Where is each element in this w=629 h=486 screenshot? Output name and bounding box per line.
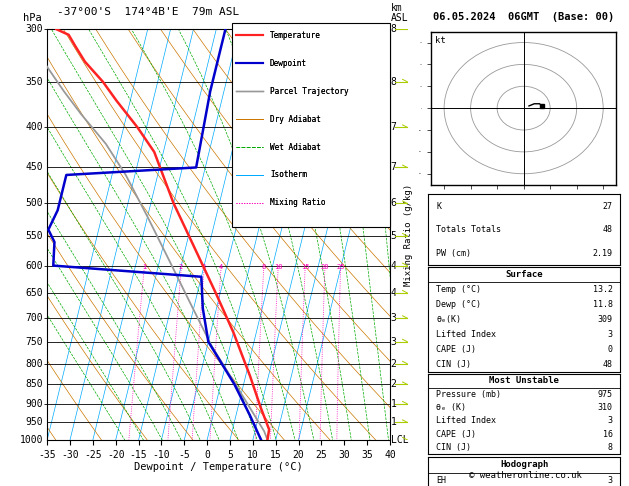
Text: 8: 8 (391, 24, 396, 34)
Text: 975: 975 (598, 390, 613, 399)
Text: Dewp (°C): Dewp (°C) (436, 300, 481, 309)
Text: LCL: LCL (391, 435, 408, 445)
Text: 8: 8 (262, 264, 266, 270)
Text: © weatheronline.co.uk: © weatheronline.co.uk (469, 471, 582, 480)
Text: Totals Totals: Totals Totals (436, 225, 501, 234)
Text: 900: 900 (25, 399, 43, 409)
Text: 13.2: 13.2 (593, 285, 613, 294)
Text: 2: 2 (179, 264, 183, 270)
Text: 5: 5 (391, 231, 396, 241)
Text: 15: 15 (301, 264, 309, 270)
Text: Parcel Trajectory: Parcel Trajectory (270, 87, 348, 96)
Text: 2: 2 (391, 359, 396, 369)
Text: 1000: 1000 (19, 435, 43, 445)
Text: Dewpoint: Dewpoint (270, 59, 307, 68)
Text: PW (cm): PW (cm) (436, 249, 471, 258)
Text: 10: 10 (274, 264, 282, 270)
Text: 11.8: 11.8 (593, 300, 613, 309)
FancyBboxPatch shape (232, 23, 390, 226)
Text: hPa: hPa (23, 13, 42, 23)
Text: Wet Adiabat: Wet Adiabat (270, 142, 321, 152)
Text: CIN (J): CIN (J) (436, 360, 471, 369)
Text: 27: 27 (603, 202, 613, 210)
Text: 20: 20 (321, 264, 329, 270)
Text: 8: 8 (391, 77, 396, 87)
Text: 550: 550 (25, 231, 43, 241)
Text: 3: 3 (391, 313, 396, 323)
Text: Temperature: Temperature (270, 31, 321, 40)
Text: 3: 3 (608, 417, 613, 426)
Text: 2.19: 2.19 (593, 249, 613, 258)
Text: 6: 6 (391, 198, 396, 208)
Text: 48: 48 (603, 360, 613, 369)
Text: Temperature: Temperature (270, 31, 321, 40)
Text: 300: 300 (25, 24, 43, 34)
Text: 3: 3 (202, 264, 206, 270)
Text: Hodograph: Hodograph (500, 460, 548, 469)
Text: 4: 4 (219, 264, 223, 270)
Text: 310: 310 (598, 403, 613, 412)
Text: kt: kt (435, 36, 445, 45)
Text: 4: 4 (391, 288, 396, 298)
Text: 500: 500 (25, 198, 43, 208)
Text: Lifted Index: Lifted Index (436, 417, 496, 426)
Text: 7: 7 (391, 162, 396, 173)
Text: CAPE (J): CAPE (J) (436, 345, 476, 354)
Text: Parcel Trajectory: Parcel Trajectory (270, 87, 348, 96)
Text: 950: 950 (25, 417, 43, 427)
Text: 650: 650 (25, 288, 43, 298)
Text: 700: 700 (25, 313, 43, 323)
Text: 7: 7 (391, 122, 396, 132)
Text: Isotherm: Isotherm (270, 171, 307, 179)
Text: 800: 800 (25, 359, 43, 369)
Text: 3: 3 (608, 476, 613, 486)
Text: Mixing Ratio (g/kg): Mixing Ratio (g/kg) (404, 183, 413, 286)
Text: Wet Adiabat: Wet Adiabat (270, 142, 321, 152)
Text: K: K (436, 202, 441, 210)
Text: 750: 750 (25, 337, 43, 347)
Text: 8: 8 (608, 443, 613, 452)
Text: 1: 1 (391, 399, 396, 409)
Text: 309: 309 (598, 315, 613, 324)
Text: Dewpoint: Dewpoint (270, 59, 307, 68)
Text: θₑ(K): θₑ(K) (436, 315, 461, 324)
Text: 0: 0 (608, 345, 613, 354)
Text: -37°00'S  174°4B'E  79m ASL: -37°00'S 174°4B'E 79m ASL (57, 7, 239, 17)
Text: CIN (J): CIN (J) (436, 443, 471, 452)
Text: Surface: Surface (506, 270, 543, 279)
Text: 400: 400 (25, 122, 43, 132)
Text: 600: 600 (25, 260, 43, 271)
Text: 350: 350 (25, 77, 43, 87)
Text: Mixing Ratio: Mixing Ratio (270, 198, 325, 208)
Text: 3: 3 (608, 330, 613, 339)
Text: 1: 1 (142, 264, 146, 270)
Text: Mixing Ratio: Mixing Ratio (270, 198, 325, 208)
Text: θₑ (K): θₑ (K) (436, 403, 466, 412)
Text: Temp (°C): Temp (°C) (436, 285, 481, 294)
Text: 450: 450 (25, 162, 43, 173)
Text: EH: EH (436, 476, 446, 486)
Text: 48: 48 (603, 225, 613, 234)
Text: Lifted Index: Lifted Index (436, 330, 496, 339)
Text: Most Unstable: Most Unstable (489, 376, 559, 385)
Text: 25: 25 (337, 264, 345, 270)
Text: Isotherm: Isotherm (270, 171, 307, 179)
Text: CAPE (J): CAPE (J) (436, 430, 476, 439)
Text: 2: 2 (391, 380, 396, 389)
Text: km
ASL: km ASL (391, 3, 408, 23)
X-axis label: Dewpoint / Temperature (°C): Dewpoint / Temperature (°C) (134, 462, 303, 472)
Text: 06.05.2024  06GMT  (Base: 00): 06.05.2024 06GMT (Base: 00) (433, 12, 614, 22)
Text: 4: 4 (391, 260, 396, 271)
Text: Dry Adiabat: Dry Adiabat (270, 115, 321, 123)
Text: Pressure (mb): Pressure (mb) (436, 390, 501, 399)
Text: 16: 16 (603, 430, 613, 439)
Text: 850: 850 (25, 380, 43, 389)
Text: 1: 1 (391, 417, 396, 427)
Text: Dry Adiabat: Dry Adiabat (270, 115, 321, 123)
Text: 3: 3 (391, 337, 396, 347)
